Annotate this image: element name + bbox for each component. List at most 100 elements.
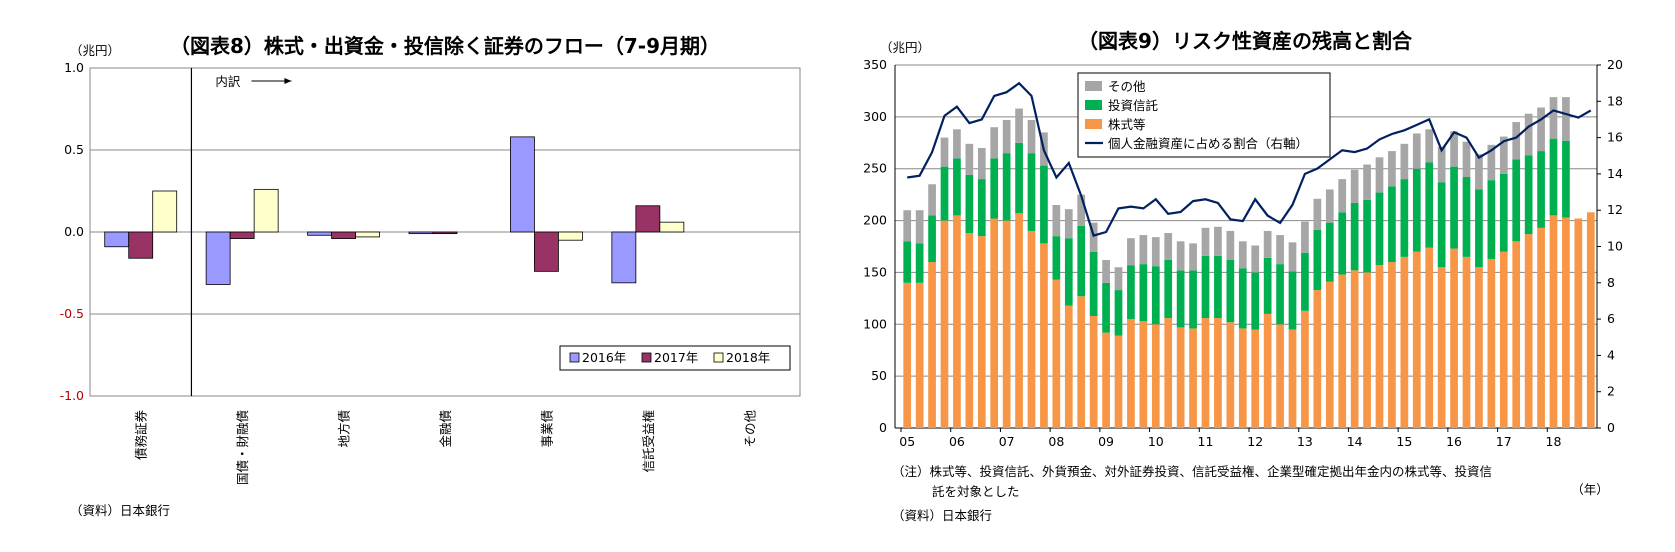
chart2-bar-stocks [1512,241,1521,428]
chart1-annotation-arrowhead [284,78,292,84]
chart2-bar-stocks [1127,319,1135,428]
chart2-bar-other [1102,259,1110,283]
chart2-bar-other [965,143,974,175]
chart2-bar-other [1537,107,1545,152]
chart2-bar-stocks [1226,322,1235,428]
chart1-ytick: 0.0 [64,224,84,239]
chart2-bar-other [1425,129,1434,163]
chart2-bar-other [1251,245,1260,273]
chart2-bar-stocks [1002,220,1011,428]
chart2-bar-other [1077,194,1086,226]
chart2-bar-funds [990,158,999,219]
chart2-y2tick: 8 [1607,275,1615,290]
chart2-y2tick: 0 [1607,420,1615,435]
chart2-bar-other [1114,267,1123,291]
chart2-bar-stocks [1549,215,1558,428]
chart2-bar-funds [1512,159,1521,242]
chart2-bar-stocks [1524,234,1533,428]
chart2-bar-stocks [1151,324,1160,428]
chart2-y2tick: 12 [1607,202,1623,217]
chart2-bar-other [1338,179,1347,213]
chart2-xtick: 12 [1247,434,1263,449]
chart2-bar-funds [1077,225,1086,297]
chart2-bar-stocks [1189,328,1197,428]
chart2-legend-label: その他 [1108,79,1146,94]
chart2-bar-funds [1276,264,1284,325]
chart2-bar-stocks [1499,251,1508,428]
chart1-legend-swatch [569,352,580,363]
chart2-bar-stocks [953,215,961,428]
chart2-bar-funds [1102,282,1110,333]
chart2-bar-funds [1425,162,1434,248]
chart2-bar-funds [1338,212,1347,275]
chart2-bar-other [1462,141,1471,178]
chart2-bar-stocks [940,220,949,428]
chart2-y2tick: 6 [1607,311,1615,326]
chart2-ytick: 50 [871,368,887,383]
chart2-bar-stocks [1537,227,1545,428]
chart2-xtick: 06 [949,434,965,449]
chart2-bar-stocks [1040,243,1048,428]
chart2-bar-other [903,210,912,242]
chart2-xlabel: （年） [1571,482,1609,497]
chart2-ytick: 350 [863,57,887,72]
chart2-y2tick: 14 [1607,166,1623,181]
chart2-xtick: 15 [1396,434,1412,449]
chart2-bar-funds [1114,290,1123,336]
chart2-bar-stocks [1462,256,1471,428]
chart2-bar-stocks [1313,290,1322,428]
chart2-bar-funds [1437,182,1446,268]
chart2-bar-stocks [1412,251,1421,428]
chart2-ytick: 250 [863,161,887,176]
chart1-bar [558,231,583,241]
chart2-bar-other [1189,243,1197,271]
chart1-bar [331,231,356,239]
chart2-bar-other [1499,136,1508,174]
chart2-legend-swatch [1085,100,1102,110]
chart2-bar-stocks [1164,318,1173,428]
chart2-bar-stocks [1388,262,1396,428]
chart2-bar-funds [1238,268,1247,329]
chart2-y2tick: 10 [1607,239,1623,254]
chart2-bar-funds [1151,266,1160,325]
chart2-bar-funds [1562,140,1570,218]
chart1-category-label: 信託受益権 [641,410,656,473]
chart2-bar-funds [1189,270,1197,329]
chart2-bar-other [1487,144,1496,181]
chart2-xtick: 09 [1098,434,1114,449]
chart2-bar-stocks [1586,212,1595,428]
chart2-bar-other [1238,241,1247,269]
chart2-bar-stocks [1562,217,1570,428]
chart1-category-label: 国債・財融債 [235,410,250,485]
chart2-xtick: 07 [999,434,1015,449]
chart2-bar-other [1139,235,1148,265]
chart2-bar-funds [1226,259,1235,323]
chart2-bar-other [1512,122,1521,160]
chart2-bar-other [1089,222,1098,252]
chart2-bar-funds [1214,255,1222,319]
chart2-bar-stocks [1027,230,1036,428]
chart2-y2tick: 16 [1607,130,1623,145]
chart1-plot-area [89,67,801,397]
chart2-bar-stocks [1425,247,1434,428]
chart2-legend-label: 株式等 [1108,117,1146,132]
chart2-ytick: 0 [879,420,887,435]
chart2-bar-funds [1313,229,1322,291]
chart2-bar-stocks [990,218,999,428]
chart1-bar [659,221,685,233]
chart2-bar-funds [940,166,949,221]
chart2-bar-stocks [1077,296,1086,428]
chart2-ytick: 100 [863,316,887,331]
chart2-bar-funds [1263,257,1272,314]
chart2-bar-stocks [1089,315,1098,428]
chart2-ylabel: （兆円） [880,40,930,55]
chart2-bar-stocks [1574,218,1583,428]
chart1-title: （図表8）株式・出資金・投信除く証券のフロー（7-9月期） [170,34,720,58]
chart2-legend-swatch [1085,81,1102,91]
chart1-bar [635,205,661,233]
chart1-bar [104,231,130,248]
chart2-bar-funds [1015,142,1023,214]
chart2-ytick: 150 [863,264,887,279]
chart2-bar-stocks [1400,256,1409,428]
